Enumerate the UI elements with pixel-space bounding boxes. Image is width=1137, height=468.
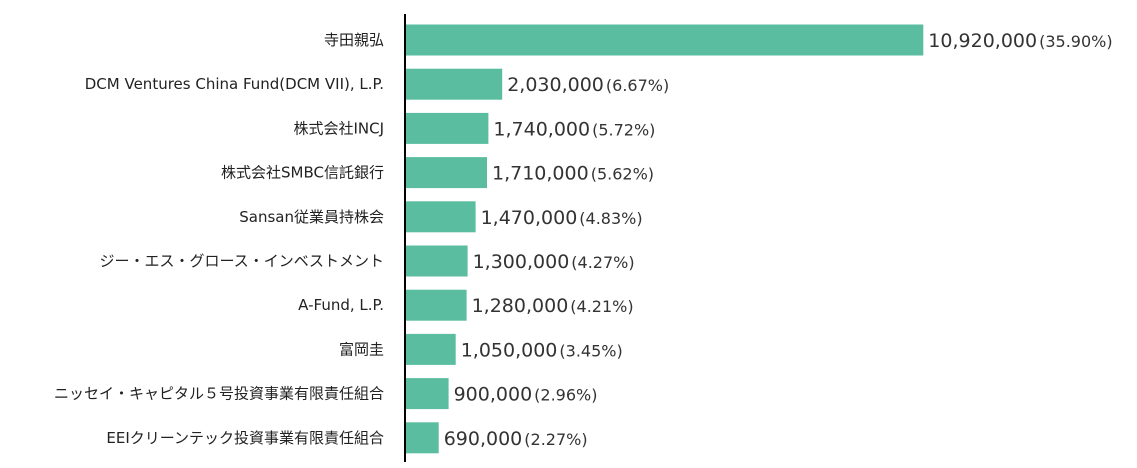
value-label-9: 690,000 (2.27%) xyxy=(444,428,588,450)
category-label-9: EEIクリーンテック投資事業有限責任組合 xyxy=(106,429,384,447)
bar-6 xyxy=(406,289,467,321)
value-label-1: 2,030,000 (6.67%) xyxy=(507,74,669,96)
bar-0 xyxy=(406,24,924,56)
bar-7 xyxy=(406,333,456,365)
value-label-0: 10,920,000 (35.90%) xyxy=(928,30,1112,52)
value-label-2: 1,740,000 (5.72%) xyxy=(493,118,655,140)
value-label-8: 900,000 (2.96%) xyxy=(454,384,598,406)
value-percent-2: (5.72%) xyxy=(592,120,655,139)
value-number-9: 690,000 xyxy=(444,428,523,450)
value-number-5: 1,300,000 xyxy=(473,251,570,273)
category-label-8: ニッセイ・キャピタル５号投資事業有限責任組合 xyxy=(54,385,384,403)
value-number-2: 1,740,000 xyxy=(493,118,590,140)
bar-2 xyxy=(406,112,489,144)
value-percent-9: (2.27%) xyxy=(524,430,587,449)
bar-9 xyxy=(406,422,439,454)
value-percent-1: (6.67%) xyxy=(606,76,669,95)
category-label-7: 富岡圭 xyxy=(339,340,384,358)
value-percent-0: (35.90%) xyxy=(1039,32,1113,51)
value-percent-5: (4.27%) xyxy=(571,253,634,272)
category-label-3: 株式会社SMBC信託銀行 xyxy=(221,164,384,182)
value-number-4: 1,470,000 xyxy=(481,207,578,229)
value-number-8: 900,000 xyxy=(454,384,533,406)
bar-4 xyxy=(406,201,476,233)
value-label-5: 1,300,000 (4.27%) xyxy=(473,251,635,273)
bar-3 xyxy=(406,157,487,189)
value-percent-4: (4.83%) xyxy=(579,209,642,228)
category-label-0: 寺田親弘 xyxy=(324,31,384,49)
category-label-2: 株式会社INCJ xyxy=(293,119,384,137)
value-label-7: 1,050,000 (3.45%) xyxy=(461,339,623,361)
value-number-6: 1,280,000 xyxy=(472,295,569,317)
value-label-3: 1,710,000 (5.62%) xyxy=(492,163,654,185)
bars-layer xyxy=(406,24,924,454)
bar-5 xyxy=(406,245,468,277)
value-labels-layer: 10,920,000 (35.90%) 2,030,000 (6.67%) 1,740,… xyxy=(444,30,1113,450)
value-number-7: 1,050,000 xyxy=(461,339,558,361)
value-percent-6: (4.21%) xyxy=(570,297,633,316)
value-percent-7: (3.45%) xyxy=(559,341,622,360)
bar-1 xyxy=(406,68,503,100)
value-percent-3: (5.62%) xyxy=(591,165,654,184)
value-number-1: 2,030,000 xyxy=(507,74,604,96)
value-label-4: 1,470,000 (4.83%) xyxy=(481,207,643,229)
category-label-6: A-Fund, L.P. xyxy=(298,296,384,314)
value-number-0: 10,920,000 xyxy=(928,30,1037,52)
value-label-6: 1,280,000 (4.21%) xyxy=(472,295,634,317)
bar-8 xyxy=(406,378,449,410)
category-label-1: DCM Ventures China Fund(DCM VII), L.P. xyxy=(85,75,384,93)
category-label-5: ジー・エス・グロース・インベストメント xyxy=(99,252,384,270)
value-number-3: 1,710,000 xyxy=(492,163,589,185)
value-percent-8: (2.96%) xyxy=(534,386,597,405)
category-label-4: Sansan従業員持株会 xyxy=(239,208,384,226)
category-labels-layer: 寺田親弘 DCM Ventures China Fund(DCM VII), L.… xyxy=(54,31,384,447)
